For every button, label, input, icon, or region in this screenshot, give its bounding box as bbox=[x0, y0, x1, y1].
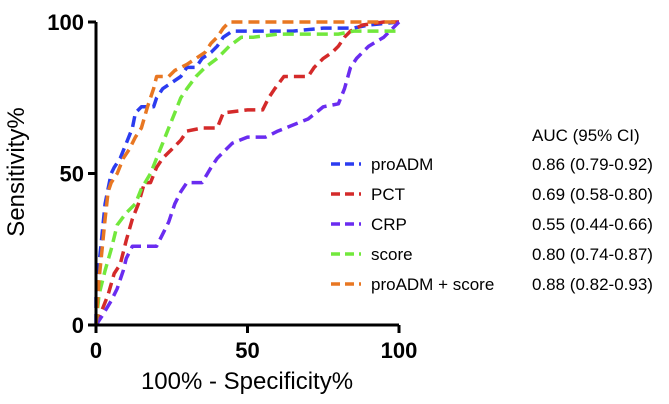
series-lines bbox=[94, 20, 401, 326]
series-line-1 bbox=[94, 20, 399, 326]
legend: proADM 0.86 (0.79-0.92) PCT 0.69 (0.58-0.80… bbox=[331, 155, 653, 294]
axes bbox=[94, 22, 399, 327]
legend-series-name: proADM + score bbox=[371, 275, 494, 294]
legend-auc-value: 0.86 (0.79-0.92) bbox=[532, 155, 653, 174]
legend-auc-value: 0.69 (0.58-0.80) bbox=[532, 185, 653, 204]
legend-series-name: proADM bbox=[371, 155, 433, 174]
legend-auc-value: 0.88 (0.82-0.93) bbox=[532, 275, 653, 294]
legend-value-header: AUC (95% CI) bbox=[532, 126, 640, 145]
series-line-0 bbox=[94, 20, 400, 325]
legend-series-name: PCT bbox=[371, 185, 405, 204]
legend-auc-value: 0.55 (0.44-0.66) bbox=[532, 215, 653, 234]
legend-series-name: CRP bbox=[371, 215, 407, 234]
tick-marks bbox=[88, 20, 401, 333]
x-axis-label: 100% - Specificity% bbox=[141, 368, 353, 395]
y-tick-label: 0 bbox=[72, 313, 84, 338]
legend-auc-value: 0.80 (0.74-0.87) bbox=[532, 245, 653, 264]
x-tick-label: 0 bbox=[90, 338, 102, 363]
series-line-3 bbox=[94, 29, 399, 326]
legend-series-name: score bbox=[371, 245, 413, 264]
y-tick-label: 50 bbox=[60, 162, 84, 187]
series-line-4 bbox=[94, 20, 399, 326]
x-tick-label: 100 bbox=[381, 338, 418, 363]
y-tick-label: 100 bbox=[47, 10, 84, 35]
x-tick-label: 50 bbox=[235, 338, 259, 363]
series-line-2 bbox=[94, 20, 401, 326]
y-axis-label: Sensitivity% bbox=[3, 107, 30, 236]
